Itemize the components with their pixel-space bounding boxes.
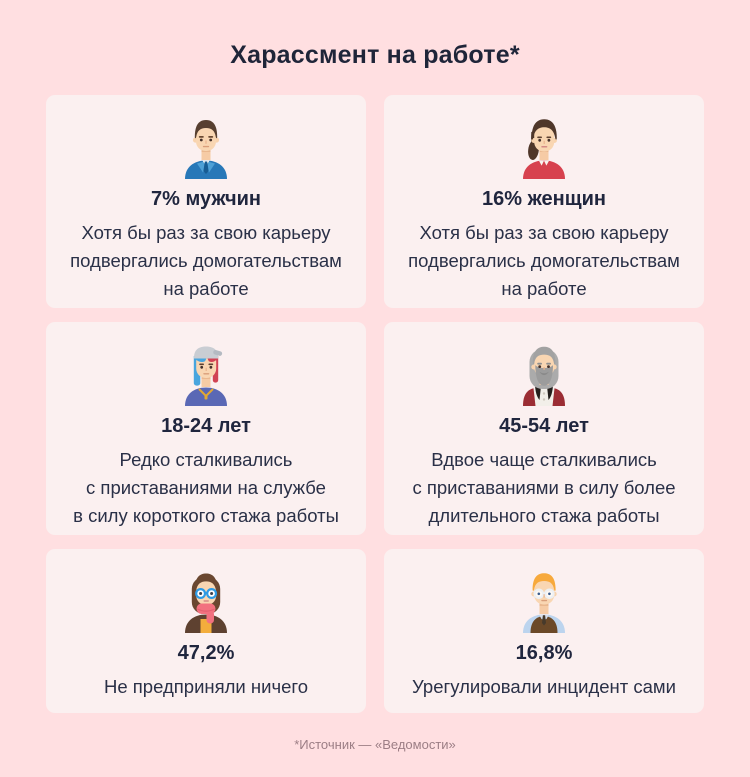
page-title: Харассмент на работе* <box>230 41 520 69</box>
stat-card-age-45-54: 45-54 лет Вдвое чаще сталкивались с прис… <box>384 322 704 535</box>
stat-value: 7% мужчин <box>150 188 262 210</box>
stat-cards-grid: 7% мужчин Хотя бы раз за свою карьеру по… <box>46 95 704 713</box>
stat-card-men: 7% мужчин Хотя бы раз за свою карьеру по… <box>46 95 366 308</box>
stat-value: 45-54 лет <box>499 415 589 437</box>
young-person-with-cap-avatar-icon <box>185 346 227 406</box>
stat-value: 18-24 лет <box>161 415 251 437</box>
man-in-blue-suit-avatar-icon <box>185 120 227 179</box>
stat-description: Хотя бы раз за свою карьеру подвергались… <box>70 222 342 299</box>
source-footnote: *Источник — «Ведомости» <box>294 737 456 752</box>
older-man-with-beard-avatar-icon <box>523 346 565 406</box>
stat-card-women: 16% женщин Хотя бы раз за свою карьеру п… <box>384 95 704 308</box>
stat-value: 16,8% <box>515 642 573 664</box>
stat-card-did-nothing: 47,2% Не предприняли ничего <box>46 549 366 713</box>
stat-description: Редко сталкивались с приставаниями на сл… <box>73 449 339 526</box>
stat-description: Не предприняли ничего <box>103 676 309 697</box>
woman-in-red-top-avatar-icon <box>523 119 565 179</box>
stat-card-age-18-24: 18-24 лет Редко сталкивались с приставан… <box>46 322 366 535</box>
stat-card-settled-themselves: 16,8% Урегулировали инцидент сами <box>384 549 704 713</box>
stat-value: 47,2% <box>177 642 235 664</box>
man-with-glasses-and-vest-avatar-icon <box>523 573 565 633</box>
stat-description: Вдвое чаще сталкивались с приставаниями … <box>412 449 676 526</box>
woman-with-glasses-and-scarf-avatar-icon <box>185 573 227 633</box>
stat-description: Урегулировали инцидент сами <box>412 676 676 697</box>
stat-description: Хотя бы раз за свою карьеру подвергались… <box>408 222 680 299</box>
stat-value: 16% женщин <box>482 188 606 210</box>
